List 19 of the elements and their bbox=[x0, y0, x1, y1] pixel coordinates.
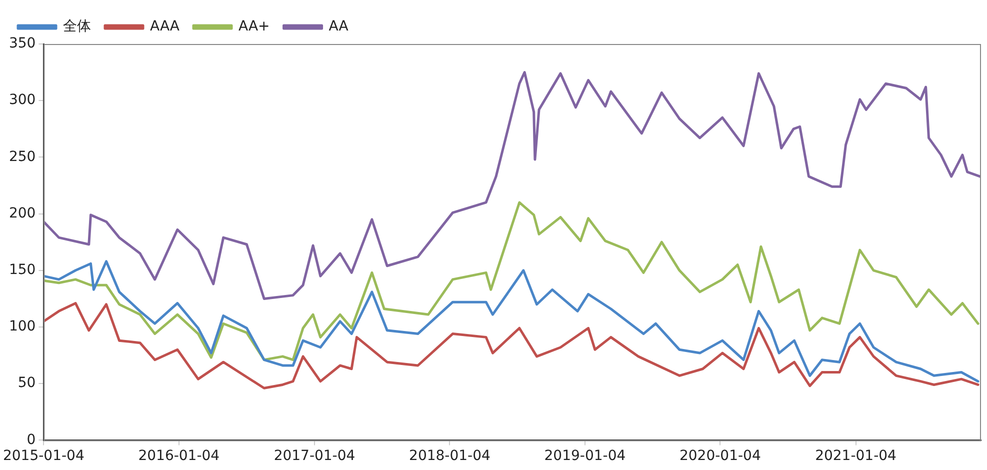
legend-label: AAA bbox=[150, 18, 180, 35]
y-tick-label: 0 bbox=[26, 432, 36, 448]
y-tick-label: 350 bbox=[8, 36, 36, 52]
y-tick-label: 150 bbox=[8, 262, 36, 278]
y-tick-label: 300 bbox=[8, 92, 36, 108]
x-tick-label: 2017-01-04 bbox=[274, 448, 356, 464]
legend-label: AA+ bbox=[238, 18, 270, 35]
x-tick-label: 2016-01-04 bbox=[138, 448, 220, 464]
x-tick-label: 2015-01-04 bbox=[2, 448, 84, 464]
x-tick-label: 2021-01-04 bbox=[815, 448, 897, 464]
y-tick-label: 100 bbox=[8, 318, 36, 335]
x-tick-label: 2020-01-04 bbox=[679, 448, 761, 464]
x-tick-label: 2018-01-04 bbox=[409, 448, 490, 464]
legend-label: 全体 bbox=[63, 18, 91, 35]
y-tick-label: 200 bbox=[8, 205, 36, 222]
y-tick-label: 250 bbox=[8, 148, 36, 165]
y-tick-label: 50 bbox=[18, 375, 36, 392]
legend-label: AA bbox=[328, 18, 349, 35]
x-tick-label: 2019-01-04 bbox=[544, 448, 626, 464]
